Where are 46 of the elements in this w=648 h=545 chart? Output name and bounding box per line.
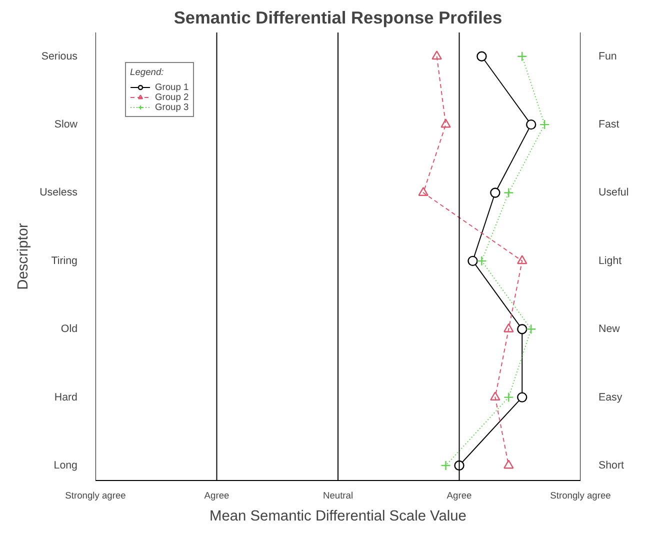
point — [432, 50, 442, 60]
y2-tick-label: Short — [598, 460, 624, 472]
point — [526, 324, 536, 334]
y-tick-label: Tiring — [51, 254, 78, 267]
ref-line-label: Neutral — [322, 490, 354, 500]
y-tick-label: Useless — [40, 186, 78, 199]
y2-tick-label: Light — [598, 254, 622, 267]
point — [539, 119, 550, 130]
y-axis-title: Descriptor — [16, 222, 32, 290]
y-tick-label: Serious — [41, 50, 78, 62]
legend-title: Legend: — [130, 67, 165, 77]
legend-label: Group 3 — [155, 102, 189, 112]
y2-tick-label: New — [598, 323, 620, 336]
point — [440, 460, 451, 471]
point — [476, 256, 487, 266]
ref-line-label: Agree — [446, 490, 472, 500]
point — [517, 51, 528, 62]
chart-title: Semantic Differential Response Profiles — [174, 8, 502, 28]
point — [504, 392, 514, 402]
point — [490, 392, 500, 401]
point — [504, 188, 514, 198]
y-tick-label: Old — [60, 323, 78, 336]
y-tick-label: Slow — [54, 118, 78, 131]
point — [468, 256, 478, 266]
point — [504, 460, 514, 469]
legend-label: Group 1 — [155, 82, 189, 92]
point — [418, 186, 428, 196]
legend-label: Group 2 — [155, 92, 189, 102]
y-tick-label: Long — [54, 460, 78, 472]
point — [490, 188, 500, 198]
y2-tick-label: Fun — [598, 50, 617, 62]
point — [517, 255, 528, 264]
point — [526, 119, 536, 130]
y2-tick-label: Fast — [598, 118, 620, 131]
ref-line-label: Strongly agree — [65, 490, 126, 500]
ref-line-label: Strongly agree — [550, 490, 611, 500]
y2-tick-label: Easy — [598, 391, 623, 404]
x-axis-title: Mean Semantic Differential Scale Value — [210, 508, 466, 524]
ref-line-label: Agree — [204, 490, 230, 500]
point — [440, 118, 451, 128]
point — [504, 323, 514, 332]
point — [476, 51, 487, 62]
y-tick-label: Hard — [54, 391, 78, 404]
point — [517, 324, 528, 334]
y2-tick-label: Useful — [598, 186, 629, 199]
point — [517, 392, 528, 402]
